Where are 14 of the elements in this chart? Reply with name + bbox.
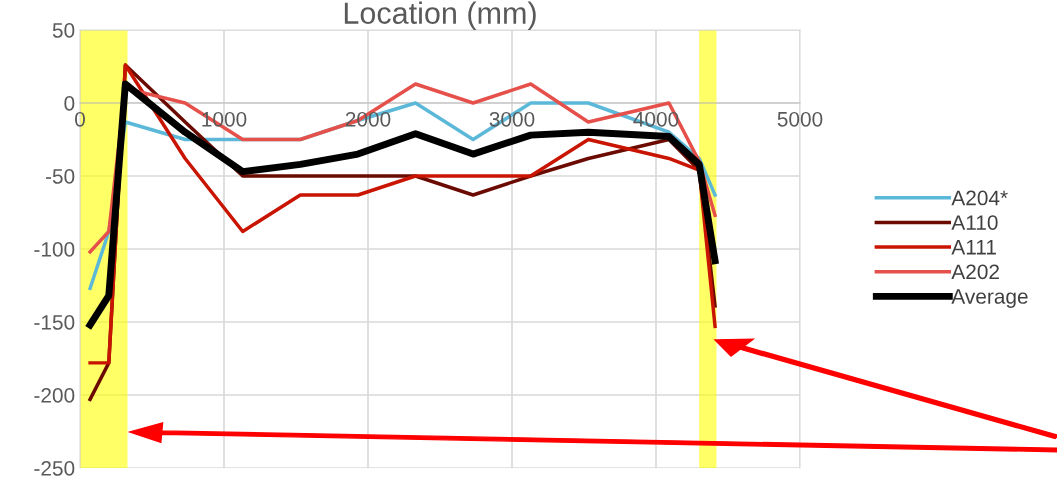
legend-label: A204* — [951, 190, 1008, 206]
y-tick-label: 0 — [64, 96, 75, 111]
x-tick-label: 5000 — [777, 111, 823, 127]
legend-label: A111 — [951, 240, 996, 255]
y-tick-label: -250 — [34, 461, 75, 476]
y-tick-label: 50 — [52, 23, 75, 38]
y-tick-label: -150 — [34, 315, 75, 330]
legend-label: Average — [951, 289, 1028, 308]
y-tick-label: -100 — [34, 242, 75, 257]
legend-label: A110 — [951, 215, 998, 230]
x-axis-title: Location (mm) — [344, 1, 536, 30]
y-tick-label: -50 — [45, 169, 75, 184]
legend-label: A202 — [951, 264, 999, 280]
y-tick-label: -200 — [34, 388, 75, 403]
